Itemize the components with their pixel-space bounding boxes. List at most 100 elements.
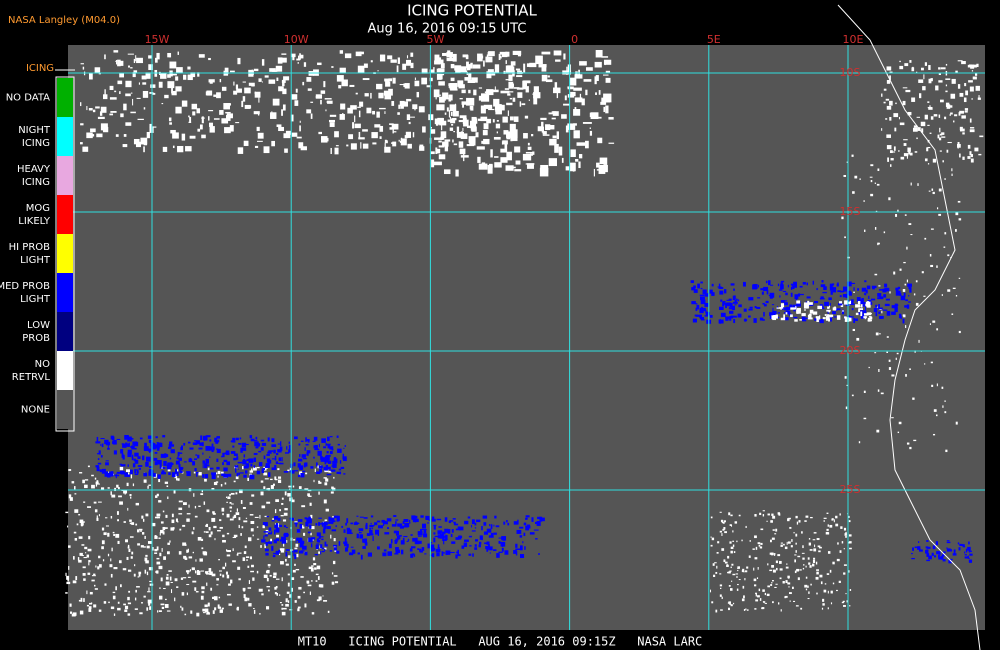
cloud-pixel (251, 564, 254, 568)
cloud-pixel (467, 516, 471, 519)
cloud-pixel (306, 450, 311, 454)
cloud-pixel (959, 543, 963, 546)
cloud-pixel (78, 559, 82, 563)
cloud-pixel (848, 534, 852, 537)
cloud-pixel (824, 314, 827, 316)
cloud-pixel (953, 120, 955, 123)
cloud-pixel (274, 586, 277, 590)
cloud-pixel (515, 68, 521, 71)
cloud-pixel (348, 134, 354, 140)
cloud-pixel (365, 524, 368, 530)
cloud-pixel (835, 515, 838, 519)
legend-label: ICING (22, 177, 50, 188)
cloud-pixel (542, 131, 547, 135)
cloud-pixel (78, 514, 81, 516)
cloud-pixel (460, 66, 467, 72)
cloud-pixel (787, 284, 790, 288)
cloud-pixel (398, 139, 400, 142)
cloud-pixel (822, 603, 825, 606)
cloud-pixel (719, 594, 722, 597)
cloud-pixel (271, 111, 273, 117)
cloud-pixel (576, 142, 586, 146)
cloud-pixel (229, 493, 231, 496)
cloud-pixel (869, 176, 873, 178)
cloud-pixel (944, 116, 947, 120)
cloud-pixel (832, 283, 835, 286)
cloud-pixel (927, 146, 931, 149)
cloud-pixel (769, 295, 773, 299)
cloud-pixel (779, 577, 782, 580)
cloud-pixel (318, 481, 322, 484)
cloud-pixel (115, 533, 120, 538)
cloud-pixel (766, 593, 770, 597)
cloud-pixel (770, 284, 774, 286)
cloud-pixel (830, 290, 833, 295)
cloud-pixel (578, 154, 583, 159)
cloud-pixel (837, 282, 839, 286)
cloud-pixel (355, 92, 358, 95)
cloud-pixel (876, 183, 880, 186)
cloud-pixel (418, 535, 422, 537)
cloud-pixel (206, 612, 210, 615)
cloud-pixel (420, 528, 423, 533)
cloud-pixel (162, 510, 165, 513)
cloud-pixel (120, 464, 126, 467)
cloud-pixel (188, 115, 190, 118)
cloud-pixel (504, 550, 509, 555)
cloud-pixel (884, 303, 890, 307)
cloud-pixel (134, 597, 137, 601)
cloud-pixel (490, 524, 493, 529)
cloud-pixel (307, 493, 310, 497)
cloud-pixel (295, 543, 299, 547)
cloud-pixel (344, 445, 346, 447)
cloud-pixel (175, 106, 182, 114)
cloud-pixel (780, 303, 785, 308)
cloud-pixel (74, 509, 79, 513)
cloud-pixel (394, 553, 399, 555)
cloud-pixel (488, 108, 495, 111)
cloud-pixel (137, 465, 143, 467)
cloud-pixel (334, 131, 339, 138)
cloud-pixel (701, 299, 706, 305)
cloud-pixel (532, 151, 535, 155)
cloud-pixel (608, 117, 614, 120)
cloud-pixel (128, 65, 130, 68)
cloud-pixel (458, 119, 465, 123)
cloud-pixel (323, 521, 328, 526)
cloud-pixel (860, 305, 863, 308)
cloud-pixel (81, 544, 85, 546)
cloud-pixel (928, 107, 933, 110)
cloud-pixel (341, 79, 348, 87)
cloud-pixel (916, 137, 918, 140)
cloud-pixel (304, 447, 306, 451)
cloud-pixel (268, 566, 270, 568)
cloud-pixel (316, 462, 318, 466)
cloud-pixel (540, 117, 547, 121)
cloud-pixel (706, 311, 708, 316)
cloud-pixel (318, 480, 321, 483)
cloud-pixel (191, 531, 194, 535)
cloud-pixel (891, 374, 895, 377)
cloud-pixel (757, 542, 761, 545)
cloud-pixel (266, 577, 269, 582)
cloud-pixel (433, 89, 440, 98)
cloud-pixel (744, 578, 746, 581)
cloud-pixel (836, 558, 840, 562)
cloud-pixel (415, 518, 419, 523)
cloud-pixel (406, 114, 411, 120)
legend-label: PROB (22, 333, 50, 344)
cloud-pixel (976, 63, 979, 67)
cloud-pixel (938, 72, 941, 76)
cloud-pixel (229, 518, 234, 521)
cloud-pixel (308, 537, 312, 543)
cloud-pixel (447, 119, 454, 121)
cloud-pixel (391, 142, 394, 144)
cloud-pixel (130, 67, 133, 69)
cloud-pixel (844, 236, 846, 239)
cloud-pixel (787, 518, 790, 522)
cloud-pixel (516, 75, 523, 78)
cloud-pixel (310, 538, 313, 543)
cloud-pixel (186, 518, 190, 522)
cloud-pixel (261, 468, 265, 474)
cloud-pixel (741, 598, 745, 602)
